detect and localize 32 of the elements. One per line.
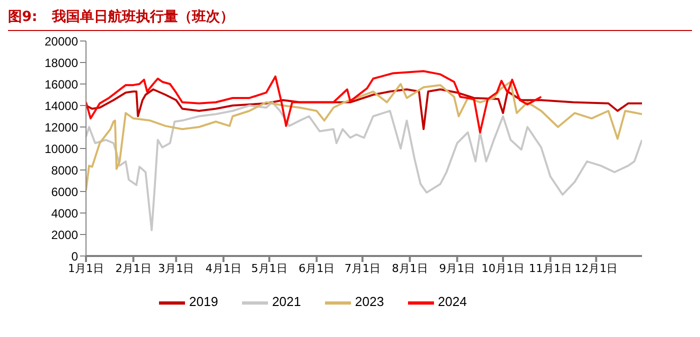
- x-tick-label: 10月1日: [482, 262, 524, 275]
- line-series: [86, 80, 642, 192]
- y-tick-label: 18000: [44, 56, 78, 70]
- x-tick-label: 2月1日: [115, 262, 152, 275]
- y-tick-label: 0: [71, 249, 78, 264]
- y-tick-label: 8000: [51, 163, 78, 178]
- x-tick-label: 11月1日: [528, 262, 572, 275]
- legend-label: 2021: [272, 294, 301, 310]
- y-tick-label: 16000: [44, 77, 78, 92]
- legend-label: 2023: [355, 294, 384, 310]
- chart-title: 图9: 我国单日航班执行量（班次）: [8, 8, 692, 31]
- y-tick-label: 10000: [44, 142, 78, 156]
- y-tick-label: 20000: [44, 34, 78, 48]
- legend-label: 2019: [189, 294, 218, 310]
- line-series: [86, 70, 542, 134]
- x-tick-label: 1月1日: [68, 262, 104, 275]
- x-tick-label: 7月1日: [344, 262, 380, 275]
- x-tick-label: 12月1日: [574, 262, 618, 275]
- y-tick-label: 12000: [44, 120, 78, 134]
- x-tick-label: 4月1日: [205, 262, 242, 275]
- x-tick-label: 3月1日: [158, 262, 194, 275]
- line-series: [86, 88, 642, 130]
- y-tick-label: 14000: [44, 98, 78, 113]
- y-tick-label: 4000: [51, 206, 78, 220]
- x-tick-label: 9月1日: [439, 262, 476, 275]
- y-tick-label: 6000: [51, 184, 78, 199]
- y-tick-label: 2000: [51, 228, 78, 242]
- legend-label: 2024: [438, 294, 467, 310]
- x-tick-label: 6月1日: [298, 262, 335, 275]
- x-tick-label: 8月1日: [392, 262, 428, 275]
- x-tick-label: 5月1日: [251, 262, 288, 275]
- line-series: [86, 101, 642, 232]
